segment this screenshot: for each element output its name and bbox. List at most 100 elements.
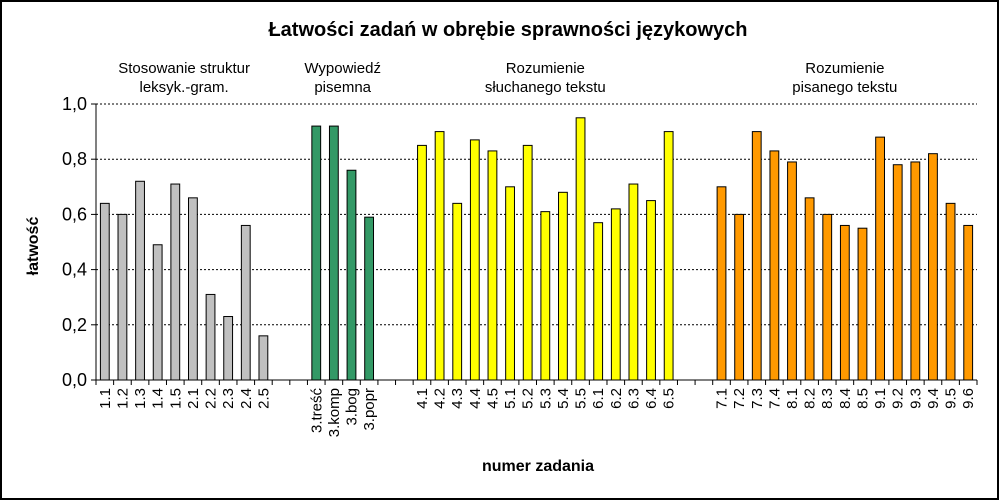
- bar: [769, 150, 780, 381]
- group-label: Rozumienie: [506, 60, 585, 77]
- x-tick-label: 5.3: [537, 388, 554, 409]
- group-label: słuchanego tekstu: [485, 79, 606, 96]
- x-tick-label: 2.5: [255, 388, 272, 409]
- x-tick-label: 7.2: [731, 388, 748, 409]
- x-tick-label: 6.1: [590, 388, 607, 409]
- bar: [117, 213, 128, 381]
- x-tick-label: 2.1: [185, 388, 202, 409]
- x-tick-label: 4.2: [432, 388, 449, 409]
- y-tick-label: 1,0: [62, 94, 87, 114]
- x-tick-label: 1.4: [150, 388, 167, 409]
- x-tick-label: 8.1: [784, 388, 801, 409]
- group-labels: Stosowanie struktur leksyk.-gram. Wypowied…: [118, 60, 897, 96]
- x-tick-label: 1.3: [132, 388, 149, 409]
- group-label: pisemna: [314, 79, 371, 96]
- bar: [822, 213, 833, 381]
- bar: [963, 224, 974, 381]
- x-tick-label: 3.bog: [343, 388, 360, 426]
- x-tick-label: 8.2: [802, 388, 819, 409]
- bar: [751, 131, 762, 381]
- bar: [135, 180, 145, 381]
- chart-title: Łatwości zadań w obrębie sprawności języ…: [268, 19, 747, 41]
- x-tick-label: 8.3: [819, 388, 836, 409]
- group-label: Stosowanie struktur: [118, 60, 250, 77]
- x-tick-label: 4.4: [467, 388, 484, 409]
- x-tick-label: 9.3: [907, 388, 924, 409]
- bar: [258, 335, 269, 381]
- bar: [857, 227, 868, 381]
- bar: [910, 161, 921, 381]
- x-tick-label: 3.komp: [326, 388, 343, 437]
- x-axis-label: numer zadania: [482, 458, 594, 475]
- bar: [170, 183, 181, 381]
- group-label: Wypowiedź: [304, 60, 381, 77]
- bar: [787, 161, 797, 381]
- bar: [188, 197, 198, 381]
- bar: [628, 183, 639, 381]
- x-tick-label: 6.2: [608, 388, 625, 409]
- bar: [663, 131, 674, 381]
- group-label: pisanego tekstu: [792, 79, 897, 96]
- bar: [646, 200, 656, 381]
- bar: [223, 316, 234, 381]
- x-tick-label: 2.4: [238, 388, 255, 409]
- bar: [593, 222, 604, 381]
- x-tick-label: 4.1: [414, 388, 431, 409]
- bar: [945, 202, 956, 381]
- x-tick-label: 8.4: [837, 388, 854, 409]
- gridlines: [96, 103, 977, 326]
- bar: [892, 164, 903, 381]
- bar: [346, 169, 357, 381]
- bar: [434, 131, 445, 381]
- bar: [839, 224, 850, 381]
- bar: [575, 117, 586, 381]
- x-tick-label: 4.3: [449, 388, 466, 409]
- bar: [487, 150, 498, 381]
- bar: [417, 144, 427, 381]
- y-axis-label: łatwość: [25, 217, 42, 276]
- x-tick-label: 7.4: [766, 388, 783, 409]
- y-tick-label: 0,6: [62, 204, 87, 224]
- x-tick-label: 6.3: [625, 388, 642, 409]
- bar: [328, 125, 339, 381]
- bar: [240, 224, 251, 381]
- bar: [452, 202, 463, 381]
- x-tick-label: 5.5: [573, 388, 590, 409]
- bar: [716, 186, 727, 381]
- bar: [99, 202, 110, 381]
- bar: [928, 153, 938, 381]
- bar: [804, 197, 815, 381]
- x-tick-label: 2.3: [220, 388, 237, 409]
- bar: [875, 136, 885, 381]
- x-tick-label: 5.2: [520, 388, 537, 409]
- x-tick-label: 8.5: [854, 388, 871, 409]
- x-tick-label: 1.5: [167, 388, 184, 409]
- bar: [522, 144, 533, 381]
- x-tick-label: 9.1: [872, 388, 889, 409]
- bars: [99, 117, 974, 381]
- bar: [610, 208, 621, 381]
- x-tick-label: 1.2: [114, 388, 131, 409]
- bar: [364, 216, 375, 381]
- x-tick-label: 9.4: [925, 388, 942, 409]
- y-tick-label: 0,2: [62, 315, 87, 335]
- x-tick-label: 6.4: [643, 388, 660, 409]
- group-label: leksyk.-gram.: [140, 79, 229, 96]
- tick-labels: 0,00,20,40,60,81,01.1 1.2 1.3 1.4 1.5 2.1 2.2 2…: [62, 94, 977, 437]
- y-tick-label: 0,4: [62, 260, 87, 280]
- x-tick-label: 7.1: [714, 388, 731, 409]
- x-tick-label: 1.1: [97, 388, 114, 409]
- x-tick-label: 6.5: [661, 388, 678, 409]
- x-tick-label: 9.6: [960, 388, 977, 409]
- y-tick-label: 0,8: [62, 149, 87, 169]
- x-tick-label: 5.1: [502, 388, 519, 409]
- bar: [311, 125, 322, 381]
- bar: [505, 186, 515, 381]
- bar: [734, 213, 745, 381]
- x-tick-label: 3.treść: [308, 388, 325, 434]
- bar: [558, 191, 568, 381]
- x-tick-label: 5.4: [555, 388, 572, 409]
- x-tick-label: 9.2: [890, 388, 907, 409]
